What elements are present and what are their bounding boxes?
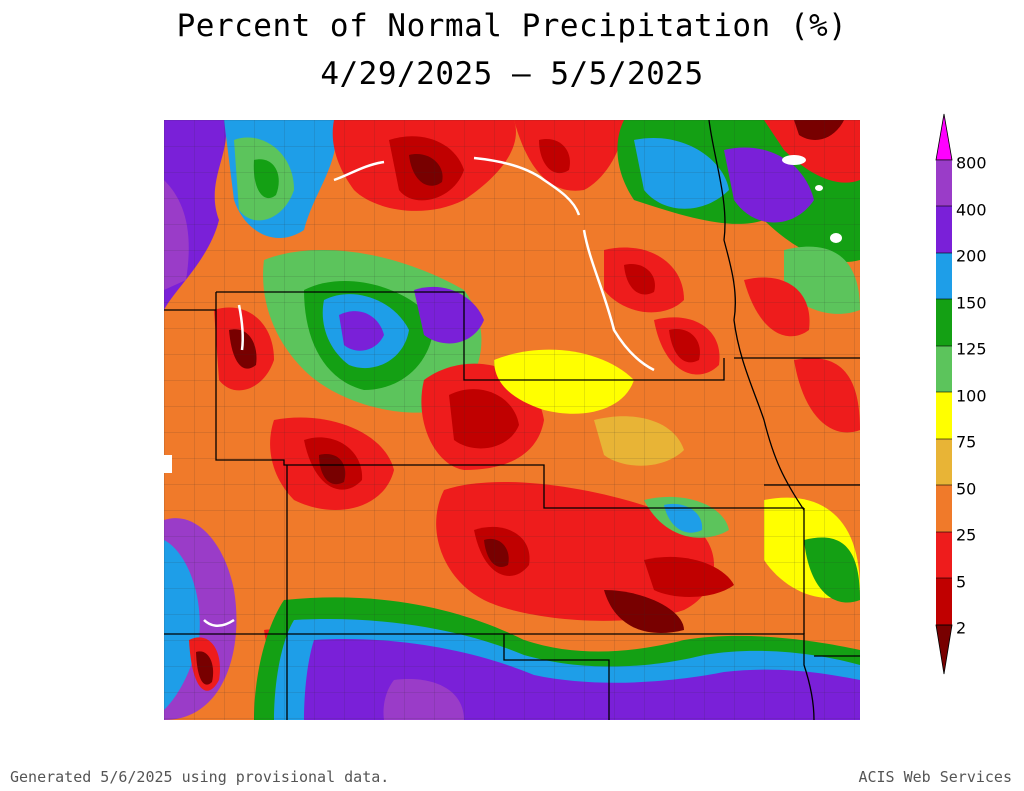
precipitation-map <box>164 120 860 720</box>
lakes <box>164 155 842 473</box>
legend-swatch-75-100 <box>936 392 952 439</box>
generated-note: Generated 5/6/2025 using provisional dat… <box>10 768 390 786</box>
legend-tick-label: 400 <box>956 200 987 220</box>
map-title: Percent of Normal Precipitation (%) <box>176 8 848 44</box>
rivers <box>203 156 655 627</box>
legend-tick-label: 2 <box>956 618 967 638</box>
legend-tick-label: 200 <box>956 246 987 266</box>
legend-swatch-150-200 <box>936 253 952 299</box>
credit-text: ACIS Web Services <box>858 768 1012 786</box>
legend-tick-label: 75 <box>956 432 977 452</box>
legend-tick-label: 25 <box>956 525 977 545</box>
date-range: 4/29/2025 – 5/5/2025 <box>320 56 704 92</box>
legend-swatch-2-5 <box>936 578 952 625</box>
legend-swatch-above-max <box>935 113 953 161</box>
legend-tick-label: 5 <box>956 572 967 592</box>
state-boundaries <box>164 120 860 720</box>
legend-tick-label: 50 <box>956 479 977 499</box>
legend-swatch-125-150 <box>936 299 952 346</box>
legend-swatch-100-125 <box>936 346 952 392</box>
legend-colorbar <box>935 113 953 675</box>
legend-tick-label: 100 <box>956 386 987 406</box>
legend-swatch-400-800 <box>936 160 952 206</box>
legend-swatch-below-min <box>935 624 953 675</box>
legend-swatch-200-400 <box>936 206 952 253</box>
legend-tick-label: 125 <box>956 339 987 359</box>
legend-swatch-50-75 <box>936 439 952 485</box>
legend-tick-label: 150 <box>956 293 987 313</box>
legend-swatch-25-50 <box>936 485 952 532</box>
legend-tick-label: 800 <box>956 153 987 173</box>
legend-swatch-5-25 <box>936 532 952 578</box>
county-boundaries <box>164 120 860 720</box>
